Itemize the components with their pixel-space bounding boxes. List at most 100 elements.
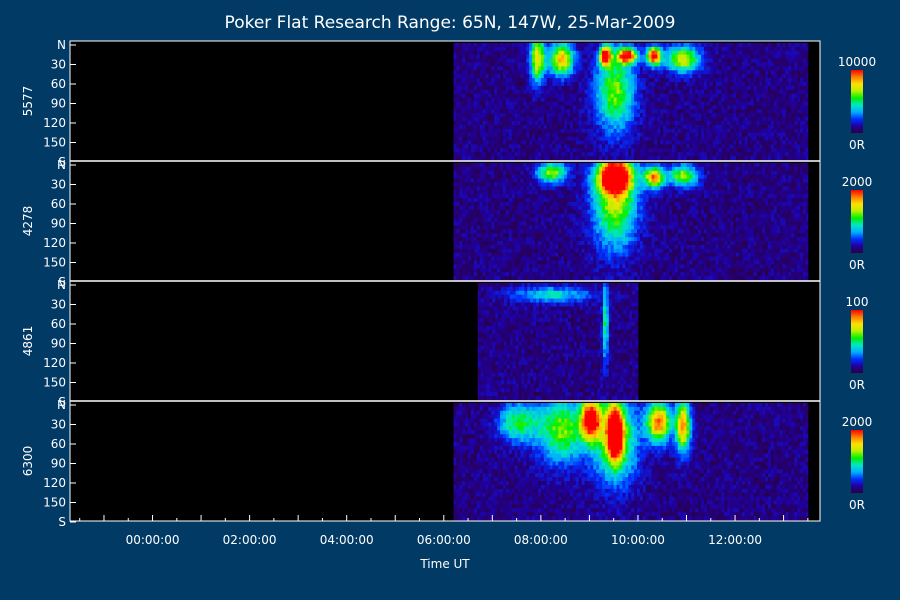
- heatmap-cell: [459, 82, 463, 87]
- heatmap-cell: [625, 132, 629, 137]
- heatmap-cell: [645, 78, 650, 83]
- heatmap-cell: [514, 105, 519, 110]
- heatmap-cell: [546, 221, 551, 226]
- heatmap-cell: [535, 97, 539, 102]
- heatmap-cell: [505, 121, 510, 126]
- heatmap-cell: [520, 113, 524, 118]
- heatmap-cell: [622, 109, 626, 114]
- heatmap-cell: [671, 156, 676, 161]
- heatmap-cell: [520, 260, 524, 265]
- heatmap-cell: [532, 252, 536, 257]
- heatmap-cell: [470, 144, 475, 149]
- heatmap-cell: [602, 85, 606, 91]
- heatmap-cell: [736, 54, 740, 59]
- heatmap-cell: [803, 58, 807, 63]
- heatmap-cell: [465, 186, 469, 191]
- heatmap-cell: [470, 182, 475, 187]
- heatmap-cell: [503, 97, 507, 102]
- heatmap-cell: [636, 128, 641, 134]
- heatmap-cell: [706, 74, 711, 79]
- heatmap-cell: [788, 121, 792, 126]
- heatmap-cell: [602, 117, 606, 122]
- heatmap-cell: [782, 121, 787, 126]
- heatmap-cell: [593, 109, 597, 114]
- heatmap-cell: [526, 233, 530, 238]
- heatmap-cell: [616, 66, 621, 71]
- heatmap-cell: [558, 43, 562, 48]
- heatmap-cell: [532, 260, 536, 265]
- heatmap-cell: [514, 170, 519, 176]
- heatmap-cell: [514, 264, 519, 269]
- heatmap-cell: [494, 163, 498, 168]
- heatmap-cell: [776, 58, 781, 63]
- heatmap-cell: [602, 124, 606, 130]
- heatmap-cell: [578, 148, 583, 153]
- heatmap-cell: [683, 117, 687, 122]
- heatmap-cell: [529, 117, 533, 122]
- heatmap-cell: [526, 237, 530, 242]
- heatmap-cell: [634, 117, 638, 122]
- heatmap-cell: [491, 78, 495, 83]
- heatmap-cell: [468, 70, 472, 75]
- heatmap-cell: [517, 237, 521, 242]
- heatmap-cell: [456, 268, 460, 273]
- heatmap-cell: [756, 43, 760, 48]
- heatmap-cell: [727, 105, 731, 110]
- heatmap-cell: [741, 89, 746, 95]
- heatmap-cell: [558, 182, 562, 187]
- heatmap-cell: [584, 144, 588, 149]
- heatmap-cell: [570, 233, 574, 238]
- heatmap-cell: [578, 46, 583, 52]
- heatmap-cell: [698, 128, 702, 134]
- heatmap-cell: [602, 70, 606, 75]
- heatmap-cell: [584, 105, 588, 110]
- heatmap-cell: [470, 166, 475, 172]
- heatmap-cell: [526, 50, 530, 56]
- heatmap-cell: [654, 46, 658, 52]
- heatmap-cell: [543, 209, 548, 215]
- heatmap-cell: [514, 121, 519, 126]
- heatmap-cell: [459, 113, 463, 118]
- heatmap-cell: [634, 46, 638, 52]
- heatmap-cell: [791, 85, 795, 91]
- heatmap-cell: [468, 264, 472, 269]
- heatmap-cell: [622, 43, 626, 48]
- heatmap-cell: [456, 244, 460, 250]
- heatmap-cell: [593, 54, 597, 59]
- heatmap-cell: [476, 113, 481, 118]
- heatmap-cell: [602, 97, 606, 102]
- heatmap-cell: [602, 93, 606, 98]
- heatmap-cell: [768, 144, 772, 149]
- heatmap-cell: [558, 186, 562, 191]
- heatmap-cell: [803, 46, 807, 52]
- heatmap-cell: [517, 113, 521, 118]
- heatmap-cell: [514, 174, 519, 179]
- heatmap-cell: [730, 121, 734, 126]
- heatmap-cell: [465, 85, 469, 91]
- heatmap-cell: [570, 256, 574, 261]
- heatmap-cell: [657, 136, 661, 141]
- heatmap-cell: [797, 101, 801, 106]
- heatmap-cell: [552, 46, 556, 52]
- heatmap-cell: [613, 97, 618, 102]
- heatmap-cell: [578, 124, 583, 130]
- heatmap-cell: [683, 50, 687, 56]
- heatmap-cell: [770, 85, 775, 91]
- heatmap-cell: [453, 268, 457, 273]
- heatmap-cell: [666, 54, 670, 59]
- heatmap-cell: [517, 260, 521, 265]
- heatmap-cell: [747, 105, 752, 110]
- heatmap-cell: [561, 198, 565, 203]
- heatmap-cell: [797, 46, 801, 52]
- heatmap-cell: [645, 136, 650, 141]
- heatmap-cell: [529, 229, 533, 234]
- heatmap-cell: [779, 82, 784, 87]
- heatmap-cell: [779, 85, 784, 91]
- heatmap-cell: [511, 121, 516, 126]
- heatmap-cell: [689, 93, 693, 98]
- heatmap-cell: [648, 113, 653, 118]
- heatmap-cell: [736, 128, 740, 134]
- heatmap-cell: [567, 148, 571, 153]
- heatmap-cell: [543, 152, 548, 157]
- heatmap-cell: [570, 62, 574, 67]
